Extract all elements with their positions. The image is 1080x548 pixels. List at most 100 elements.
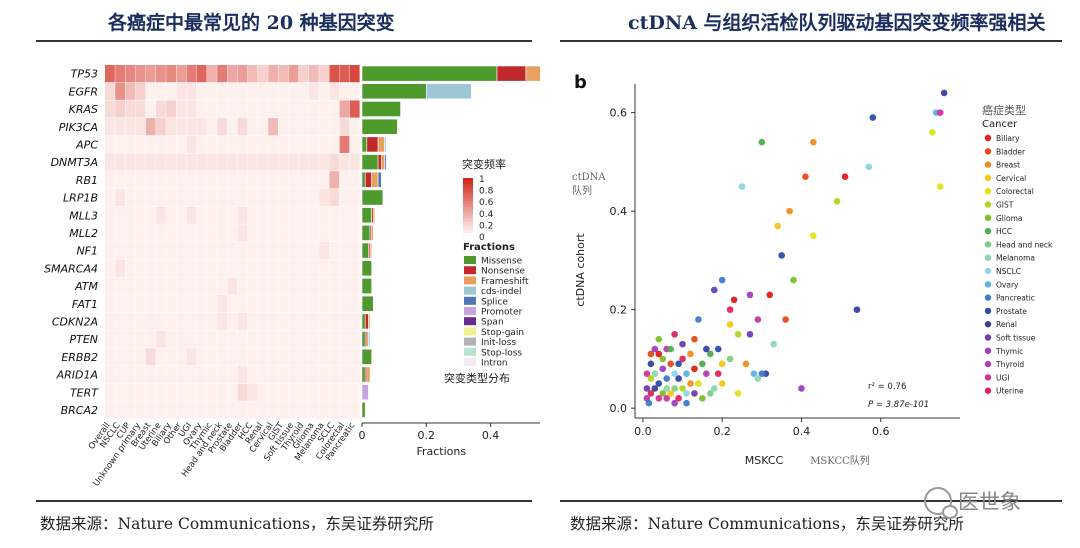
heatmap-cell (217, 242, 227, 260)
heatmap-cell (125, 65, 136, 83)
bar-segment (361, 278, 372, 294)
bar-segment (371, 171, 379, 188)
heatmap-cell (186, 82, 197, 100)
heatmap-cell (339, 206, 350, 224)
bar-segment (361, 171, 366, 188)
heatmap-cell (196, 401, 207, 419)
heatmap-cell (135, 188, 146, 207)
legend-label: Bladder (996, 147, 1026, 156)
heatmap-cell (329, 100, 340, 118)
heatmap-cell (298, 401, 309, 419)
heatmap-cell (339, 330, 350, 348)
scatter-point (663, 394, 671, 402)
heatmap-cell (288, 65, 299, 83)
heat-legend-step (463, 224, 473, 228)
heatmap-cell (115, 330, 125, 348)
heatmap-cell (166, 153, 176, 171)
heatmap-cell (196, 188, 207, 207)
heatmap-cell (329, 295, 340, 313)
heatmap-cell (309, 100, 319, 118)
heatmap-cell (247, 348, 258, 366)
heatmap-cell (207, 383, 217, 401)
heatmap-cell (288, 383, 299, 401)
heatmap-cell (349, 295, 360, 313)
scatter-point (707, 390, 714, 397)
heatmap-cell (298, 188, 309, 207)
heatmap-cell (268, 330, 278, 348)
left-panel-title: 各癌症中最常见的 20 种基因突变 (108, 12, 395, 34)
heatmap-cell (227, 330, 238, 348)
heatmap-cell (207, 171, 217, 189)
heatmap-cell (135, 242, 146, 260)
scatter-point (758, 370, 766, 377)
heatmap-cell (298, 135, 309, 153)
scatter-point (683, 399, 690, 407)
y-axis-label: ctDNA cohort (574, 233, 587, 307)
bar-segment (361, 118, 398, 135)
heatmap-cell (258, 153, 268, 171)
heatmap-cell (217, 118, 227, 136)
heatmap-cell (268, 277, 278, 295)
heatmap-cell (237, 171, 248, 189)
bar-segment (361, 83, 427, 100)
heatmap-cell (135, 277, 146, 295)
bar-segment (361, 65, 498, 82)
heatmap-cell (329, 330, 340, 348)
heatmap-cell (268, 135, 278, 153)
gene-label: ERBB2 (61, 351, 98, 364)
bar-segment (380, 154, 385, 170)
scatter-point (869, 114, 877, 121)
heatmap-cell (176, 383, 187, 401)
heatmap-cell (186, 65, 197, 83)
heatmap-cell (135, 206, 146, 224)
bar-segment (361, 101, 401, 117)
heatmap-cell (278, 295, 289, 313)
heatmap-cell (186, 206, 197, 224)
heatmap-cell (349, 171, 360, 189)
heatmap-cell (105, 206, 115, 224)
heatmap-cell (115, 383, 125, 401)
heatmap-cell (105, 153, 115, 171)
heatmap-cell (288, 401, 299, 419)
heatmap-cell (227, 365, 238, 384)
heatmap-cell (319, 153, 329, 171)
gene-label: PTEN (69, 333, 98, 346)
heatmap-cell (319, 82, 329, 100)
heatmap-cell (237, 224, 248, 242)
heatmap-cell (268, 365, 278, 384)
heatmap-cell (217, 188, 227, 207)
heatmap-cell (145, 100, 156, 118)
scatter-point (687, 380, 694, 387)
heatmap-cell (349, 100, 360, 118)
heatmap-cell (339, 118, 350, 136)
heatmap-cell (186, 277, 197, 295)
heatmap-cell (247, 330, 258, 348)
scatter-point (750, 370, 758, 377)
heatmap-cell (145, 348, 156, 366)
heatmap-cell (237, 82, 248, 100)
heatmap-cell (298, 330, 309, 348)
heatmap-cell (258, 312, 268, 330)
heatmap-cell (309, 82, 319, 100)
gene-label: SMARCA4 (44, 262, 98, 275)
heatmap-cell (349, 118, 360, 136)
heatmap-cell (329, 365, 340, 384)
heatmap-cell (258, 171, 268, 189)
heatmap-cell (196, 153, 207, 171)
gene-label: PIK3CA (59, 121, 98, 134)
heatmap-cell (145, 65, 156, 83)
type-legend-label: Missense (481, 257, 523, 267)
heatmap-cell (196, 365, 207, 384)
heatmap-cell (309, 135, 319, 153)
heatmap-cell (196, 206, 207, 224)
x-tick-label: 0.6 (872, 425, 890, 438)
scatter-point (758, 138, 766, 146)
heatmap-cell (278, 135, 289, 153)
heatmap-cell (145, 206, 156, 224)
heatmap-cell (156, 348, 166, 366)
heatmap-cell (105, 401, 115, 419)
scatter-point (734, 390, 742, 397)
heatmap-cell (156, 401, 166, 419)
heatmap-cell (145, 383, 156, 401)
heat-legend-step (463, 186, 473, 190)
